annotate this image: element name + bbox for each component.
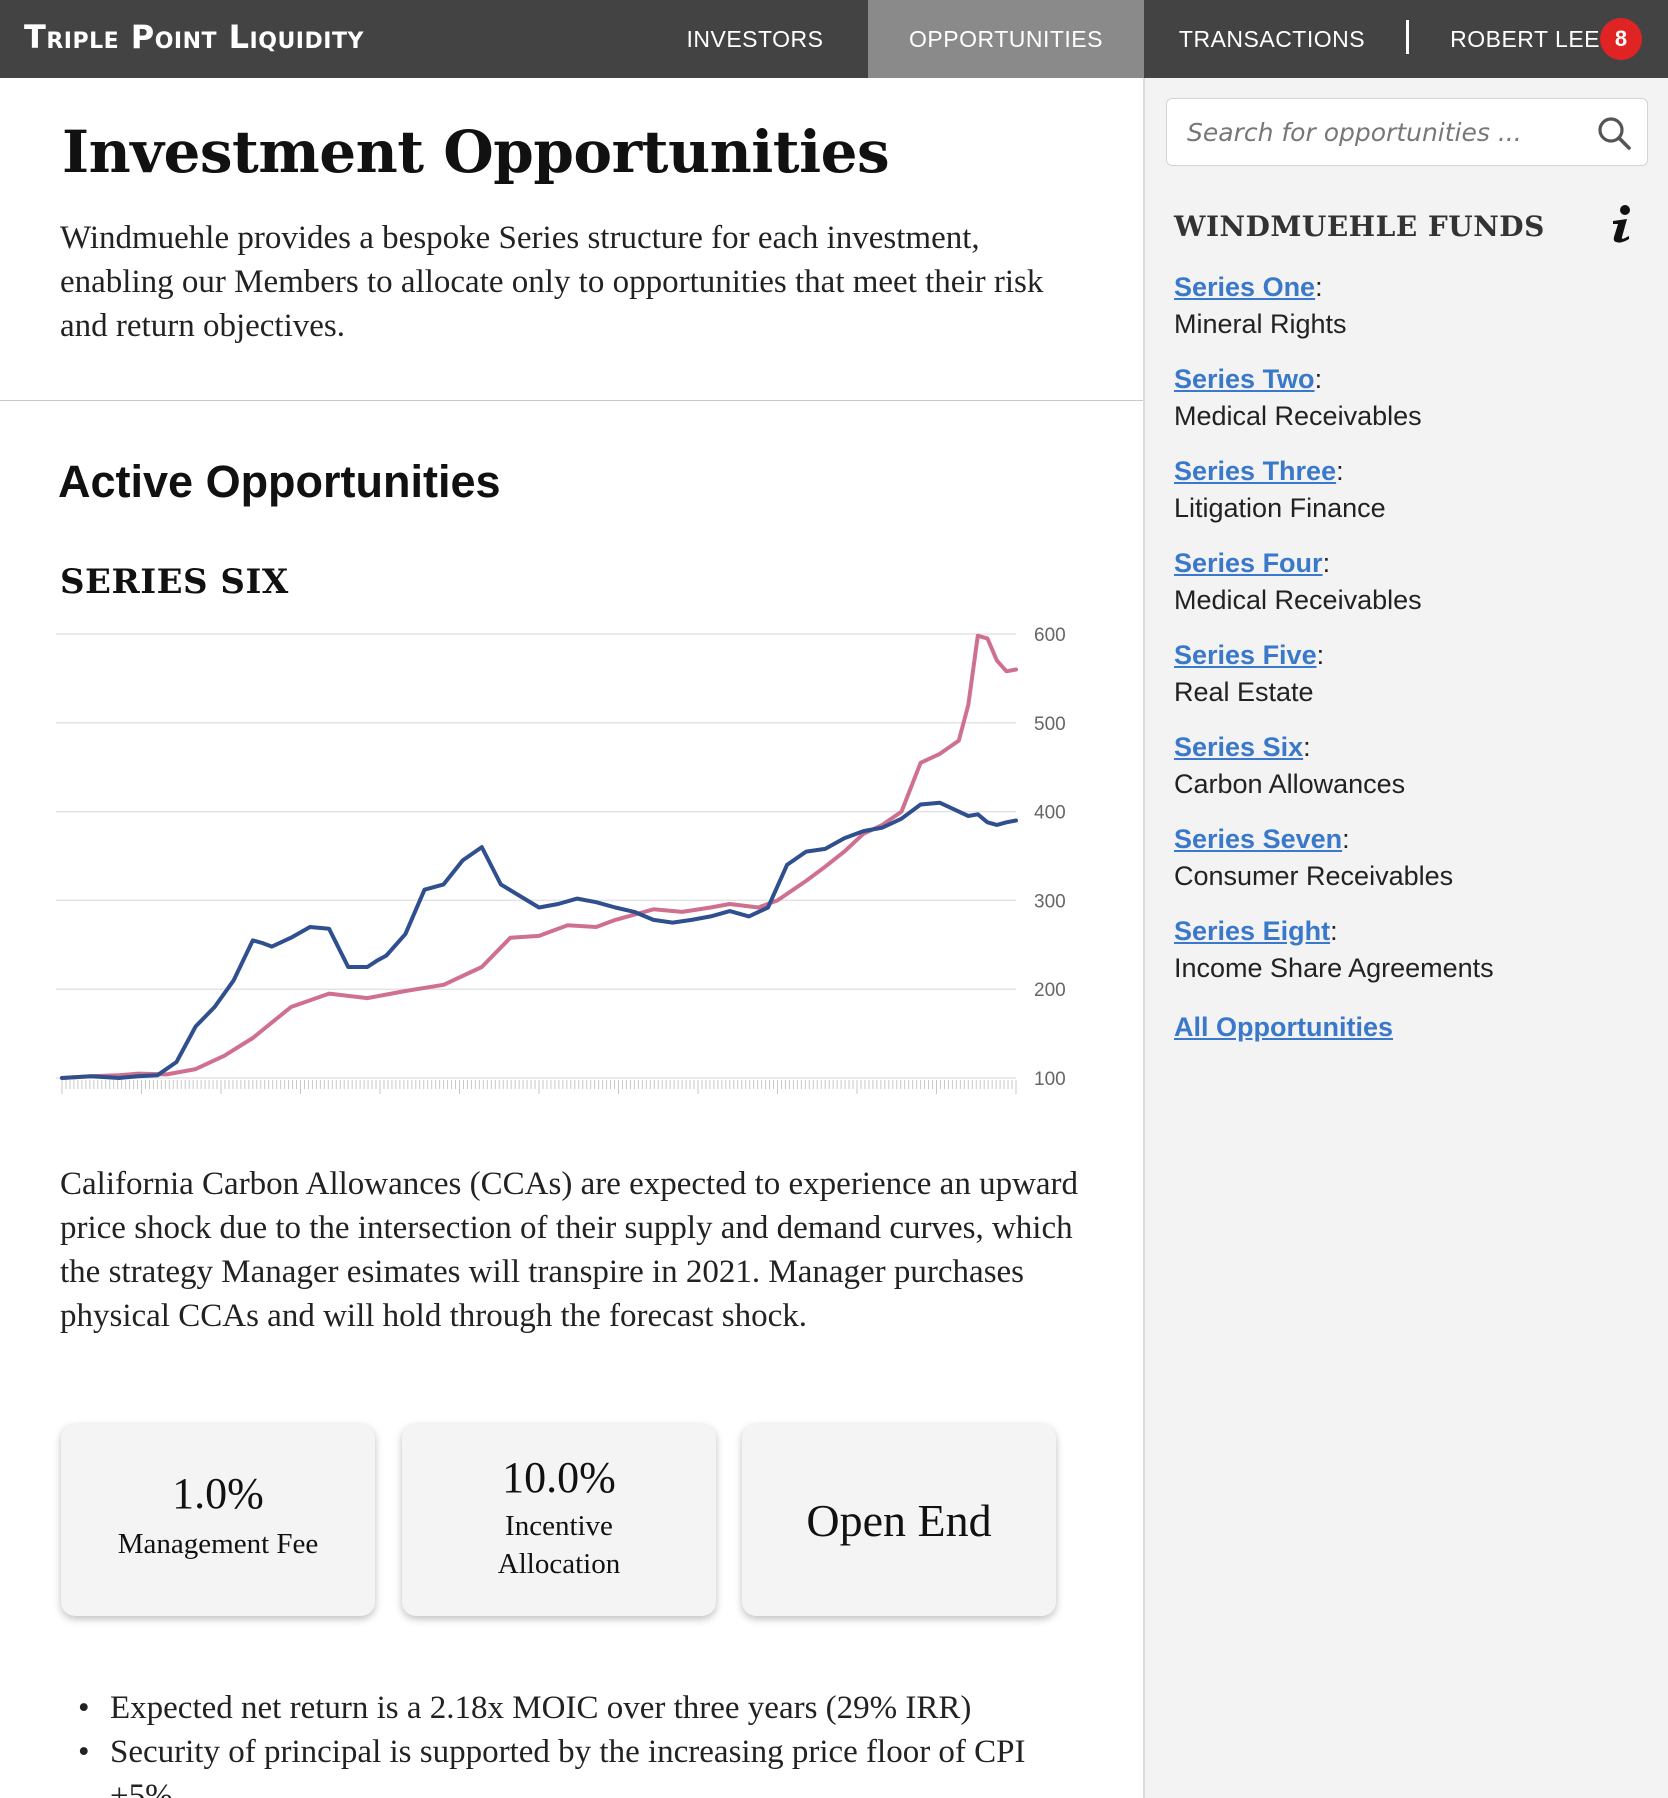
page-title: Investment Opportunities [62, 118, 890, 186]
y-tick-label: 400 [1034, 803, 1066, 824]
fund-colon: : [1303, 732, 1311, 762]
series-six-chart: 600 500 400 300 200 100 [56, 625, 1066, 1094]
nav-divider [1406, 20, 1409, 54]
stat-value: Open End [806, 1495, 992, 1546]
stat-value: 1.0% [172, 1469, 264, 1518]
fund-colon: : [1330, 916, 1338, 946]
list-item: Expected net return is a 2.18x MOIC over… [60, 1686, 1090, 1730]
search-icon[interactable] [1595, 114, 1633, 152]
series-title: SERIES SIX [60, 562, 289, 602]
fund-item-series-seven: Series Seven: Consumer Receivables [1174, 824, 1654, 916]
list-item: Security of principal is supported by th… [60, 1730, 1090, 1798]
fund-link-series-one[interactable]: Series One [1174, 272, 1316, 302]
fund-link-series-eight[interactable]: Series Eight [1174, 916, 1331, 946]
fund-colon: : [1315, 272, 1323, 302]
nav-opportunities[interactable]: OPPORTUNITIES [868, 0, 1144, 78]
fund-link-series-six[interactable]: Series Six [1174, 732, 1304, 762]
stat-value: 10.0% [502, 1453, 616, 1502]
notification-badge[interactable]: 8 [1600, 18, 1642, 60]
fund-colon: : [1342, 824, 1350, 854]
nav-investors[interactable]: INVESTORS [686, 26, 824, 52]
fund-link-series-four[interactable]: Series Four [1174, 548, 1323, 578]
fund-item-series-two: Series Two: Medical Receivables [1174, 364, 1654, 456]
fund-desc: Real Estate [1174, 677, 1314, 707]
stat-card-term: Open End [742, 1424, 1056, 1616]
stat-label: Incentive Allocation [497, 1510, 621, 1580]
fund-desc: Income Share Agreements [1174, 953, 1494, 983]
y-tick-label: 300 [1034, 891, 1066, 912]
user-menu[interactable]: ROBERT LEE [1450, 26, 1600, 52]
fund-item-series-five: Series Five: Real Estate [1174, 640, 1654, 732]
fund-colon: : [1314, 364, 1323, 394]
y-tick-label: 500 [1034, 714, 1066, 735]
fund-desc: Medical Receivables [1174, 585, 1422, 615]
section-divider [0, 400, 1143, 401]
fund-item-series-eight: Series Eight: Income Share Agreements [1174, 916, 1654, 1008]
fund-desc: Medical Receivables [1174, 401, 1422, 431]
fund-item-series-four: Series Four: Medical Receivables [1174, 548, 1654, 640]
fund-link-series-five[interactable]: Series Five [1174, 640, 1317, 670]
fund-colon: : [1336, 456, 1344, 486]
y-tick-label: 600 [1034, 625, 1066, 646]
intro-text: Windmuehle provides a bespoke Series str… [60, 220, 1044, 344]
series-line-pink [60, 633, 1018, 1080]
fund-desc: Litigation Finance [1174, 493, 1386, 523]
funds-title: WINDMUEHLE FUNDS [1174, 210, 1545, 243]
fund-colon: : [1322, 548, 1331, 578]
search-input[interactable] [1167, 99, 1587, 165]
info-icon[interactable] [1605, 204, 1641, 244]
fund-desc: Mineral Rights [1174, 309, 1347, 339]
stat-card-incentive-allocation: 10.0% Incentive Allocation [402, 1424, 716, 1616]
highlights-list: Expected net return is a 2.18x MOIC over… [60, 1686, 1090, 1798]
y-tick-label: 100 [1034, 1069, 1066, 1090]
fund-item-series-one: Series One: Mineral Rights [1174, 272, 1654, 364]
series-line-blue [60, 800, 1018, 1080]
active-opportunities-heading: Active Opportunities [58, 456, 501, 507]
search-box [1166, 98, 1648, 166]
series-description: California Carbon Allowances (CCAs) are … [60, 1166, 1079, 1334]
stat-label: Management Fee [117, 1528, 319, 1560]
fund-desc: Consumer Receivables [1174, 861, 1454, 891]
y-tick-label: 200 [1034, 980, 1066, 1001]
fund-colon: : [1316, 640, 1325, 670]
fund-item-series-three: Series Three: Litigation Finance [1174, 456, 1654, 548]
top-nav: Triple Point Liquidity INVESTORS OPPORTU… [0, 0, 1668, 78]
fund-item-series-six: Series Six: Carbon Allowances [1174, 732, 1654, 824]
brand-logo[interactable]: Triple Point Liquidity [24, 18, 364, 56]
fund-link-series-three[interactable]: Series Three [1174, 456, 1337, 486]
all-opportunities-link[interactable]: All Opportunities [1174, 1012, 1393, 1042]
fund-link-series-two[interactable]: Series Two [1174, 364, 1315, 394]
fund-list: Series One: Mineral Rights Series Two: M… [1174, 272, 1654, 1008]
sidebar: WINDMUEHLE FUNDS Series One: Mineral Rig… [1143, 78, 1668, 1798]
fund-desc: Carbon Allowances [1174, 769, 1406, 799]
nav-transactions[interactable]: TRANSACTIONS [1178, 26, 1366, 52]
stat-card-management-fee: 1.0% Management Fee [61, 1424, 375, 1616]
fund-link-series-seven[interactable]: Series Seven [1174, 824, 1343, 854]
